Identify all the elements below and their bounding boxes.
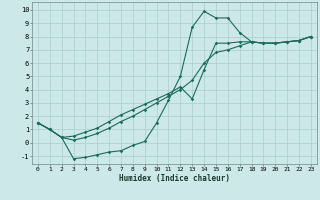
X-axis label: Humidex (Indice chaleur): Humidex (Indice chaleur) [119,174,230,183]
